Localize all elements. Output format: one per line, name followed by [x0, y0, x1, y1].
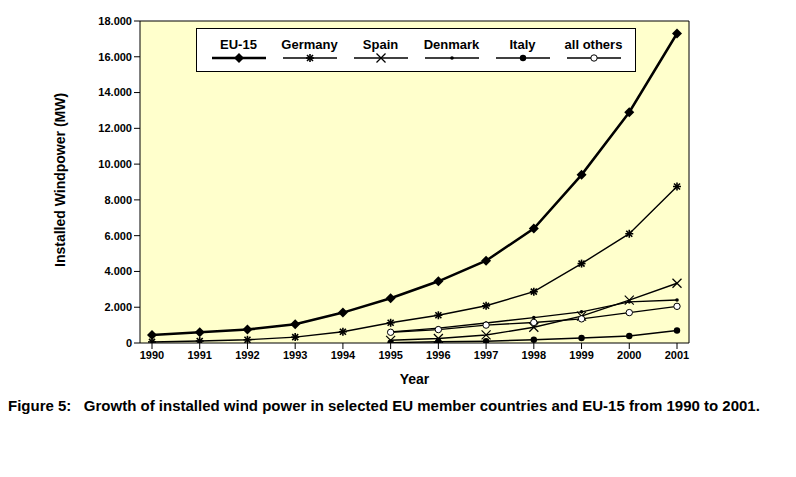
html-text:Denmark: Denmark — [423, 36, 480, 52]
svg-text:18.000: 18.000 — [98, 15, 132, 27]
svg-text:10.000: 10.000 — [98, 158, 132, 170]
html-text:Germany: Germany — [281, 36, 338, 52]
svg-text:14.000: 14.000 — [98, 86, 132, 98]
svg-text:2000: 2000 — [617, 349, 641, 361]
svg-text:1997: 1997 — [474, 349, 498, 361]
html-text:Spain: Spain — [362, 36, 399, 52]
html-text:Figure 5: Growth of installed: Figure 5: Growth of installed wind power… — [8, 397, 760, 414]
svg-text:2.000: 2.000 — [104, 301, 132, 313]
svg-text:8.000: 8.000 — [104, 194, 132, 206]
svg-text:Installed Windpower (MW): Installed Windpower (MW) — [52, 93, 68, 267]
svg-text:16.000: 16.000 — [98, 51, 132, 63]
svg-text:Year: Year — [400, 371, 430, 387]
svg-text:1992: 1992 — [235, 349, 259, 361]
svg-text:1996: 1996 — [426, 349, 450, 361]
svg-text:1990: 1990 — [140, 349, 164, 361]
svg-text:4.000: 4.000 — [104, 265, 132, 277]
svg-text:1993: 1993 — [283, 349, 307, 361]
svg-text:1995: 1995 — [378, 349, 402, 361]
svg-text:1991: 1991 — [187, 349, 211, 361]
html-text:EU-15: EU-15 — [220, 36, 257, 52]
html-text:Italy: Italy — [509, 36, 536, 52]
svg-text:0: 0 — [126, 337, 132, 349]
svg-text:1999: 1999 — [569, 349, 593, 361]
svg-text:12.000: 12.000 — [98, 122, 132, 134]
svg-text:2001: 2001 — [665, 349, 689, 361]
svg-text:1998: 1998 — [522, 349, 546, 361]
svg-text:1994: 1994 — [331, 349, 356, 361]
svg-text:6.000: 6.000 — [104, 230, 132, 242]
html-text:all others: all others — [564, 36, 623, 52]
